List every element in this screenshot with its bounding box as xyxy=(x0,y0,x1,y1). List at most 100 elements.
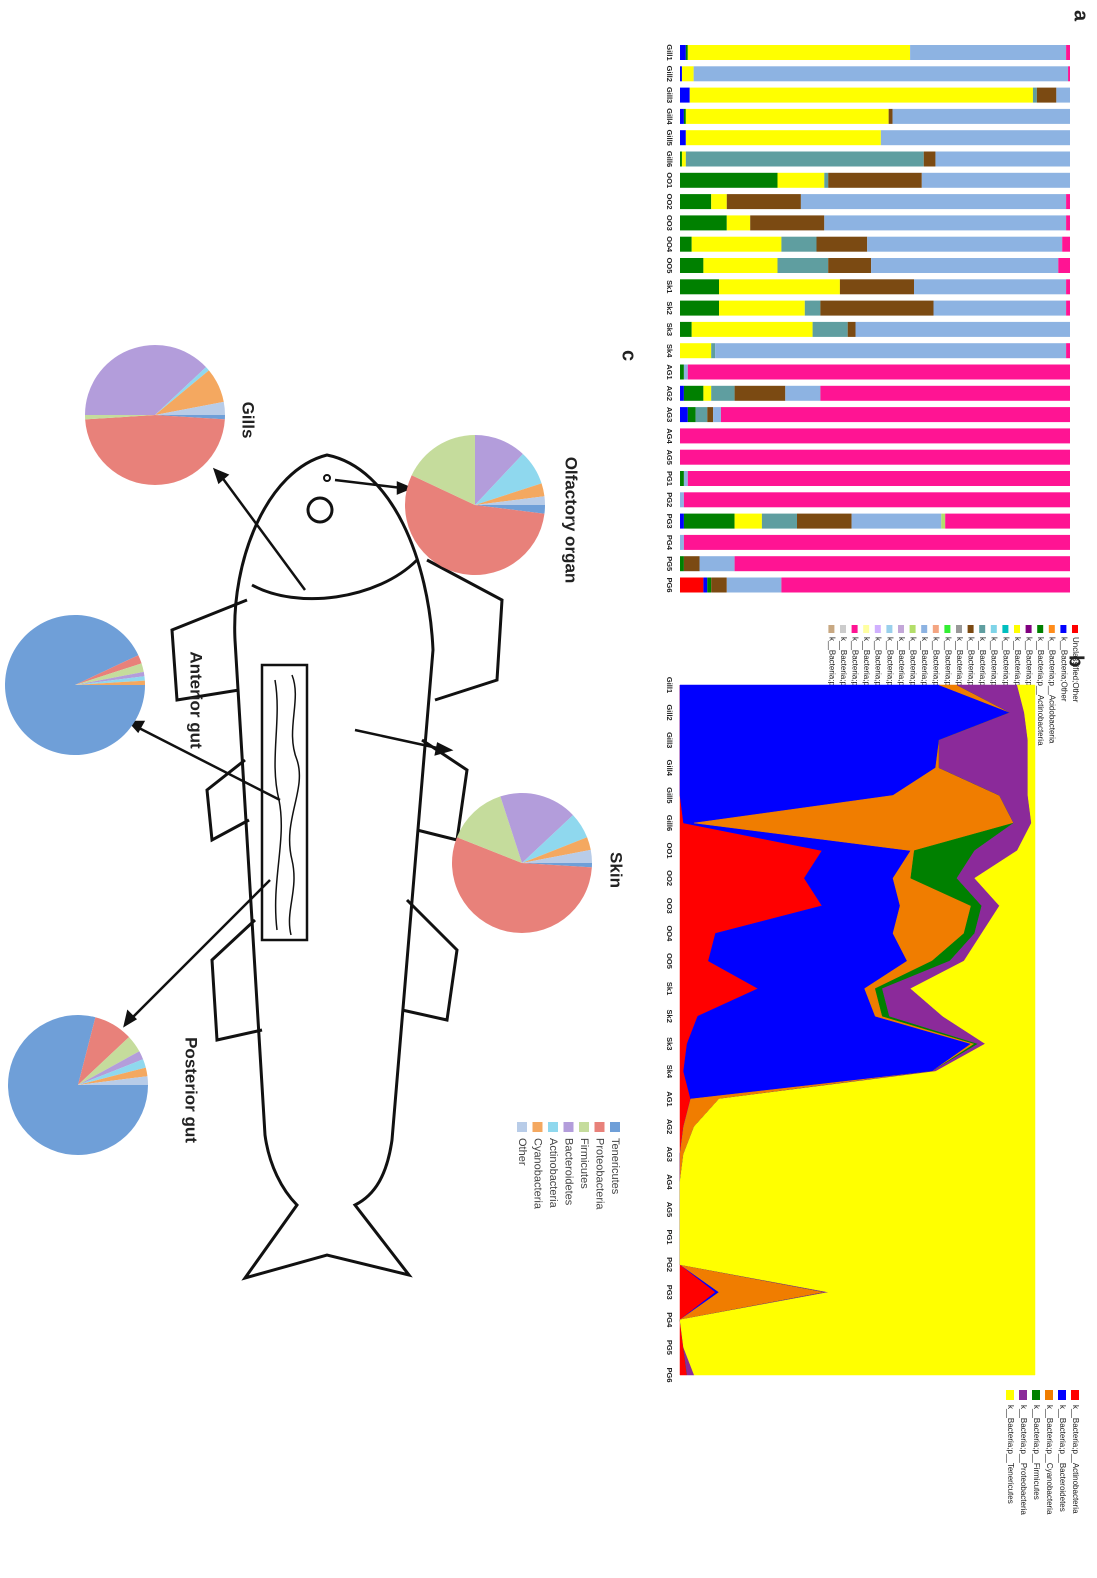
pie-slice xyxy=(475,435,523,505)
legend-swatch xyxy=(874,625,881,633)
bar-segment xyxy=(680,449,1070,465)
rotated-figure: a b c Gill1 Gill2 Gill3 Gill4 Gill5 Gill6 OO1 O… xyxy=(5,10,1092,1515)
legend-label: Bacteroidetes xyxy=(563,1138,575,1206)
x-tick-label: PG1 xyxy=(665,471,674,486)
pie-title: Gills xyxy=(239,402,258,439)
x-tick-label: OO3 xyxy=(665,898,674,914)
fish-fin xyxy=(205,758,250,843)
panel-label: b xyxy=(1065,655,1087,667)
bar-segment xyxy=(689,87,1033,103)
legend-swatch xyxy=(967,625,974,633)
legend-swatch xyxy=(851,625,858,633)
legend-swatch xyxy=(1025,625,1032,633)
x-tick-label: PG2 xyxy=(665,492,674,507)
bar-segment xyxy=(871,258,1059,273)
bar-segment xyxy=(683,513,735,529)
arrow xyxy=(219,475,307,591)
legend-swatch xyxy=(898,625,904,633)
pie-slice xyxy=(500,793,574,863)
legend-swatch xyxy=(548,1122,558,1132)
x-tick-label: PG3 xyxy=(665,514,674,529)
bar-segment xyxy=(679,471,684,486)
bar-segment xyxy=(720,407,1070,423)
bar-segment xyxy=(785,385,821,401)
legend-swatch xyxy=(909,625,916,633)
legend-label: k__Bacteria;Other xyxy=(1059,637,1068,702)
x-tick-label: Gill4 xyxy=(665,108,674,125)
legend-label: Firmicutes xyxy=(578,1138,590,1189)
legend-swatch xyxy=(886,625,893,633)
pie-slice xyxy=(155,367,209,415)
x-tick-label: PG1 xyxy=(665,1229,674,1244)
bar-segment xyxy=(683,108,686,124)
legend-label: Tenericutes xyxy=(609,1138,621,1195)
legend-swatch xyxy=(1045,1390,1053,1400)
bar-segment xyxy=(695,407,708,423)
panel-label: c xyxy=(618,350,640,361)
x-tick-label: OO2 xyxy=(665,194,674,210)
bar-segment xyxy=(923,151,936,167)
bar-segment xyxy=(734,556,1070,572)
bar-segment xyxy=(711,194,727,210)
x-tick-label: PG4 xyxy=(665,1312,674,1328)
x-tick-label: OO3 xyxy=(665,215,674,231)
fish-fin xyxy=(426,558,504,702)
bar-segment xyxy=(691,321,813,337)
legend-label: k__Bacteria;p__Thermi xyxy=(839,637,848,720)
area xyxy=(679,684,1036,1376)
bar-segment xyxy=(921,172,1070,188)
legend-label: k__Bacteria;p__TM6 xyxy=(874,637,883,711)
bar-segment xyxy=(828,258,872,273)
pie-slice xyxy=(522,849,592,863)
pie-slice xyxy=(78,1017,130,1085)
bar-segment xyxy=(847,321,856,337)
legend-label: k__Bacteria;p__Proteobacteria xyxy=(1019,1405,1028,1515)
pie-title: Olfactory organ xyxy=(562,457,581,584)
bar-segment xyxy=(711,385,735,401)
x-tick-label: AG1 xyxy=(665,364,674,379)
pie-slice xyxy=(78,1076,148,1085)
x-tick-label: OO4 xyxy=(665,236,674,253)
pie-slice xyxy=(522,815,588,863)
legend-label: k__Bacteria;p__Actinobacteria xyxy=(1071,1405,1080,1514)
bar-segment xyxy=(935,151,1070,167)
bar-segment xyxy=(680,172,778,188)
arrowhead xyxy=(127,720,146,734)
x-tick-label: PG6 xyxy=(665,577,674,592)
pie-slice xyxy=(8,1015,148,1155)
legend-label: k__Bacteria;p__SR1 xyxy=(908,637,917,711)
pie-slice xyxy=(75,655,142,685)
x-tick-label: PG4 xyxy=(665,535,674,551)
bar-segment xyxy=(800,194,1067,210)
x-tick-label: AG1 xyxy=(665,1091,674,1106)
x-tick-label: Gill6 xyxy=(665,151,674,167)
bar-segment xyxy=(734,385,786,401)
bar-segment xyxy=(680,151,682,167)
legend-swatch xyxy=(863,625,870,633)
pie-slice xyxy=(522,863,592,868)
x-tick-label: AG3 xyxy=(665,407,674,422)
bar-segment xyxy=(683,556,700,572)
x-tick-label: Gill3 xyxy=(665,732,674,748)
bar-segment xyxy=(820,385,1070,401)
pie-slice xyxy=(85,415,155,420)
bar-segment xyxy=(707,577,712,593)
bar-segment xyxy=(750,215,825,231)
x-tick-label: Gill4 xyxy=(665,760,674,777)
bar-segment xyxy=(699,556,735,572)
pie-slice xyxy=(405,475,545,575)
bar-segment xyxy=(679,364,684,380)
legend-label: k__Bacteria;p__Tenericutes xyxy=(1006,1405,1015,1504)
legend-swatch xyxy=(1032,1390,1040,1400)
bar-segment xyxy=(718,279,840,295)
x-tick-label: Gill2 xyxy=(665,704,674,720)
pie-slice xyxy=(75,676,145,685)
bar-segment xyxy=(1058,258,1070,273)
bar-segment xyxy=(1036,87,1057,103)
x-tick-label: OO4 xyxy=(665,925,674,942)
legend-label: k__Bacteria;p__Firmicutes xyxy=(1032,1405,1041,1500)
bar-segment xyxy=(734,513,762,529)
bar-segment xyxy=(726,194,801,210)
pie-slice xyxy=(522,837,591,863)
